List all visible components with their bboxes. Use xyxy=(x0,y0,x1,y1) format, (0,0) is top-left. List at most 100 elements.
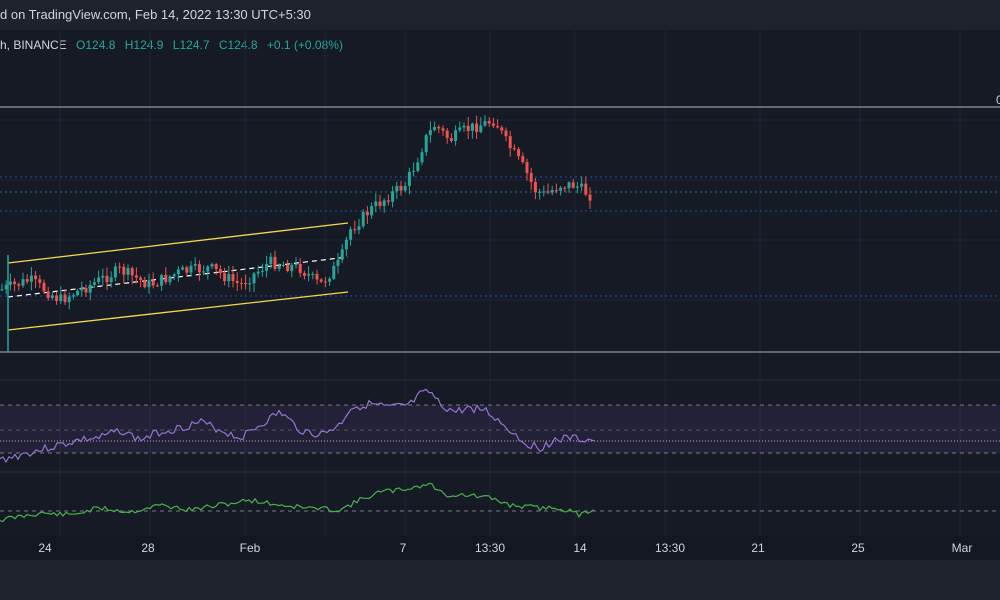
time-axis-label: 13:30 xyxy=(475,541,505,555)
candle-body xyxy=(521,156,525,163)
candle-body xyxy=(441,128,445,131)
candle-body xyxy=(445,130,449,139)
candle-body xyxy=(277,265,281,269)
time-axis-label: 7 xyxy=(400,541,407,555)
candle-body xyxy=(529,172,533,182)
candle-body xyxy=(244,282,248,285)
candle-body xyxy=(273,256,277,269)
time-axis-label: 21 xyxy=(751,541,765,555)
time-axis-label: 28 xyxy=(141,541,155,555)
candle-body xyxy=(29,275,33,282)
candle-body xyxy=(378,201,382,206)
candle-body xyxy=(227,274,231,282)
candle-body xyxy=(412,170,416,172)
candle-body xyxy=(105,275,109,283)
candle-body xyxy=(71,295,75,297)
candle-body xyxy=(13,281,17,285)
candle-body xyxy=(483,121,487,126)
candle-body xyxy=(462,125,466,128)
candle-body xyxy=(260,270,264,272)
candle-body xyxy=(584,183,588,195)
candle-body xyxy=(265,263,269,271)
candle-body xyxy=(512,148,516,150)
candle-body xyxy=(370,206,374,216)
candle-body xyxy=(517,149,521,157)
chart-area[interactable] xyxy=(0,30,1000,536)
candle-body xyxy=(475,123,479,133)
time-axis-label: 14 xyxy=(573,541,587,555)
candle-body xyxy=(315,273,319,280)
footer-bar xyxy=(0,560,1000,600)
close-value: C124.8 xyxy=(218,38,258,52)
candle-body xyxy=(567,182,571,189)
candle-body xyxy=(269,256,273,264)
candle-body xyxy=(491,123,495,126)
candle-body xyxy=(311,273,315,275)
rsi-band xyxy=(0,405,1000,453)
candle-body xyxy=(466,125,470,131)
candle-body xyxy=(349,229,353,240)
candle-body xyxy=(542,191,546,193)
candle-body xyxy=(84,288,88,293)
candle-body xyxy=(46,291,50,298)
candle-body xyxy=(550,190,554,193)
candle-body xyxy=(563,187,567,189)
candle-body xyxy=(172,274,176,277)
time-axis-label: 25 xyxy=(851,541,865,555)
candle-body xyxy=(449,138,453,141)
candle-body xyxy=(454,130,458,141)
candle-body xyxy=(8,281,12,285)
time-axis-label: Feb xyxy=(240,541,261,555)
candle-body xyxy=(0,289,4,291)
candle-body xyxy=(168,276,172,283)
candle-body xyxy=(575,186,579,188)
candle-body xyxy=(479,125,483,133)
candle-body xyxy=(525,162,529,173)
candle-body xyxy=(118,266,122,268)
candle-body xyxy=(428,130,432,136)
candle-body xyxy=(101,275,105,278)
candle-body xyxy=(202,271,206,273)
open-value: O124.8 xyxy=(76,38,116,52)
candle-body xyxy=(319,279,323,282)
candle-body xyxy=(290,265,294,272)
candle-body xyxy=(189,265,193,273)
candle-body xyxy=(42,282,46,292)
candle-body xyxy=(437,126,441,129)
candle-body xyxy=(113,266,117,278)
candle-body xyxy=(559,187,563,191)
oscillator-line xyxy=(0,482,595,523)
candle-body xyxy=(181,267,185,270)
candle-body xyxy=(50,295,54,298)
high-value: H124.9 xyxy=(124,38,164,52)
candle-body xyxy=(554,190,558,192)
candle-body xyxy=(307,274,311,276)
candle-body xyxy=(365,211,369,216)
candle-body xyxy=(151,280,155,286)
low-value: L124.7 xyxy=(172,38,210,52)
candle-body xyxy=(63,294,67,303)
candle-body xyxy=(231,274,235,282)
candle-body xyxy=(508,136,512,149)
candle-body xyxy=(298,263,302,274)
candle-body xyxy=(323,281,327,283)
candle-body xyxy=(382,200,386,206)
time-axis[interactable] xyxy=(0,536,1000,560)
candle-body xyxy=(139,277,143,280)
candle-body xyxy=(143,279,147,288)
candle-body xyxy=(294,263,298,266)
candle-body xyxy=(122,266,126,275)
candle-body xyxy=(67,296,71,303)
candle-body xyxy=(252,273,256,284)
candle-body xyxy=(197,264,201,273)
candle-body xyxy=(185,267,189,273)
candle-body xyxy=(88,284,92,293)
candle-body xyxy=(160,274,164,286)
header-bar: d on TradingView.com, Feb 14, 2022 13:30… xyxy=(0,0,1000,30)
candle-body xyxy=(21,279,25,286)
candle-body xyxy=(248,283,252,285)
candle-body xyxy=(25,279,29,282)
candle-body xyxy=(55,295,59,302)
candle-body xyxy=(386,200,390,202)
